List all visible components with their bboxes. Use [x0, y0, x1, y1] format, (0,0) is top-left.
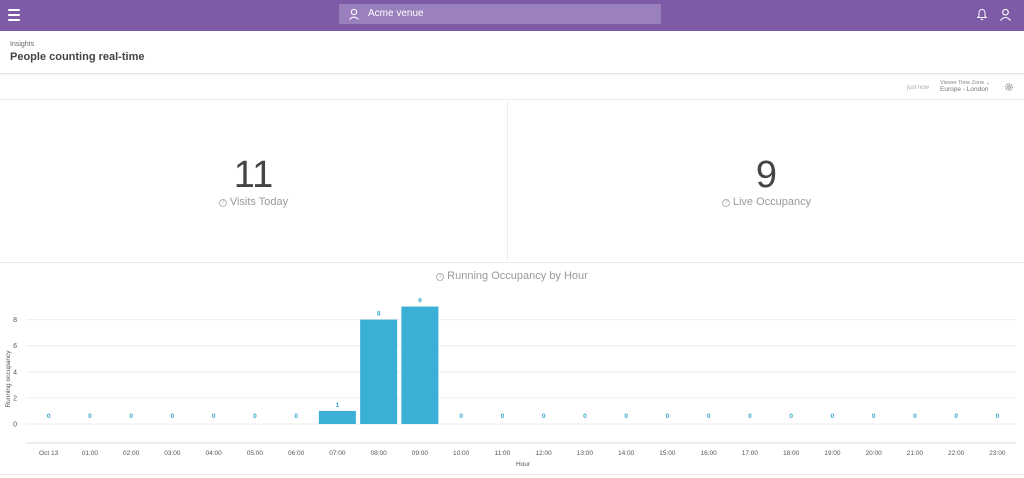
- data-label: 0: [872, 413, 876, 420]
- bar[interactable]: [318, 410, 356, 424]
- data-label: 0: [954, 413, 958, 420]
- page-title: People counting real-time: [10, 51, 145, 63]
- info-icon[interactable]: ?: [721, 199, 730, 207]
- data-label: 0: [212, 413, 216, 420]
- data-label: 0: [88, 413, 92, 420]
- x-tick-label: Oct 13: [39, 450, 59, 457]
- divider: [0, 262, 1024, 263]
- chevron-down-icon: ⌄: [985, 80, 991, 86]
- data-label: 0: [996, 413, 1000, 420]
- x-tick-label: 18:00: [783, 450, 800, 457]
- y-tick-label: 4: [13, 369, 17, 376]
- timezone-selector[interactable]: Europe - London: [940, 86, 989, 93]
- data-label: 8: [377, 311, 381, 318]
- visits-today-panel: 11 ? Visits Today: [0, 102, 508, 261]
- y-tick-label: 0: [13, 422, 17, 429]
- x-tick-label: 05:00: [247, 450, 264, 457]
- chart-title: ? Running Occupancy by Hour: [0, 270, 1024, 282]
- x-tick-label: 14:00: [618, 450, 635, 457]
- breadcrumb[interactable]: Insights: [10, 41, 35, 48]
- info-icon[interactable]: ?: [436, 273, 445, 281]
- venue-name: Acme venue: [368, 8, 424, 19]
- x-tick-label: 22:00: [948, 450, 965, 457]
- live-occupancy-panel: 9 ? Live Occupancy: [509, 102, 1024, 261]
- data-label: 0: [789, 413, 793, 420]
- bell-icon[interactable]: [976, 8, 988, 21]
- occupancy-chart: 0 2 4 6 8 Running occupancy 0 Oct 13 0 01:00 0 02:0…: [0, 263, 1024, 478]
- data-label: 0: [459, 413, 463, 420]
- menu-icon[interactable]: [8, 9, 20, 21]
- x-tick-label: 20:00: [865, 450, 882, 457]
- data-label: 0: [913, 413, 917, 420]
- x-tick-label: 03:00: [164, 450, 181, 457]
- y-axis-label: Running occupancy: [5, 350, 12, 408]
- x-tick-label: 02:00: [123, 450, 140, 457]
- live-occupancy-label: ? Live Occupancy: [509, 196, 1024, 208]
- data-label: 0: [666, 413, 670, 420]
- top-bar: Acme venue: [0, 0, 1024, 31]
- data-label: 0: [129, 413, 133, 420]
- bar[interactable]: [401, 306, 439, 424]
- x-tick-label: 15:00: [659, 450, 676, 457]
- y-tick-label: 2: [13, 395, 17, 402]
- data-label: 0: [831, 413, 835, 420]
- x-tick-label: 17:00: [742, 450, 759, 457]
- info-icon[interactable]: ?: [218, 199, 227, 207]
- chart-canvas: 0 2 4 6 8 Running occupancy 0 Oct 13 0 01:00 0 02:0…: [5, 298, 1016, 468]
- x-tick-label: 01:00: [82, 450, 99, 457]
- x-tick-label: 09:00: [412, 450, 429, 457]
- x-tick-label: 11:00: [494, 450, 510, 457]
- x-tick-label: 06:00: [288, 450, 305, 457]
- x-tick-label: 21:00: [907, 450, 924, 457]
- x-tick-label: 08:00: [370, 450, 387, 457]
- x-tick-label: 07:00: [329, 450, 346, 457]
- data-label: 0: [583, 413, 587, 420]
- live-occupancy-value: 9: [755, 154, 778, 196]
- visits-today-label: ? Visits Today: [0, 196, 507, 208]
- y-tick-label: 6: [13, 343, 17, 350]
- user-icon[interactable]: [999, 8, 1012, 21]
- data-label: 0: [707, 413, 711, 420]
- data-label: 0: [47, 413, 51, 420]
- x-tick-label: 16:00: [700, 450, 717, 457]
- gear-icon[interactable]: [1004, 82, 1014, 92]
- x-tick-label: 23:00: [989, 450, 1006, 457]
- venue-selector[interactable]: Acme venue: [339, 4, 661, 24]
- divider: [0, 474, 1024, 475]
- data-label: 0: [624, 413, 628, 420]
- data-label: 0: [294, 413, 298, 420]
- y-tick-label: 8: [13, 317, 17, 324]
- data-label: 0: [501, 413, 505, 420]
- data-label: 0: [171, 413, 175, 420]
- page-header: Insights People counting real-time: [0, 31, 1024, 74]
- x-axis-label: Hour: [516, 461, 531, 468]
- x-tick-label: 19:00: [824, 450, 841, 457]
- visits-today-value: 11: [233, 154, 274, 196]
- data-label: 0: [253, 413, 257, 420]
- x-tick-label: 13:00: [577, 450, 594, 457]
- x-tick-label: 10:00: [453, 450, 470, 457]
- x-tick-label: 12:00: [535, 450, 552, 457]
- data-label: 9: [418, 298, 422, 305]
- data-label: 1: [336, 402, 340, 409]
- bar[interactable]: [360, 319, 398, 424]
- x-tick-label: 04:00: [205, 450, 222, 457]
- data-label: 0: [748, 413, 752, 420]
- toolbar: just now Viewer Time Zone ⌄ Europe - Lon…: [0, 74, 1024, 100]
- last-updated: just now: [907, 85, 930, 91]
- data-label: 0: [542, 413, 546, 420]
- timezone-label: Viewer Time Zone ⌄: [940, 80, 991, 86]
- user-location-icon: [349, 8, 359, 20]
